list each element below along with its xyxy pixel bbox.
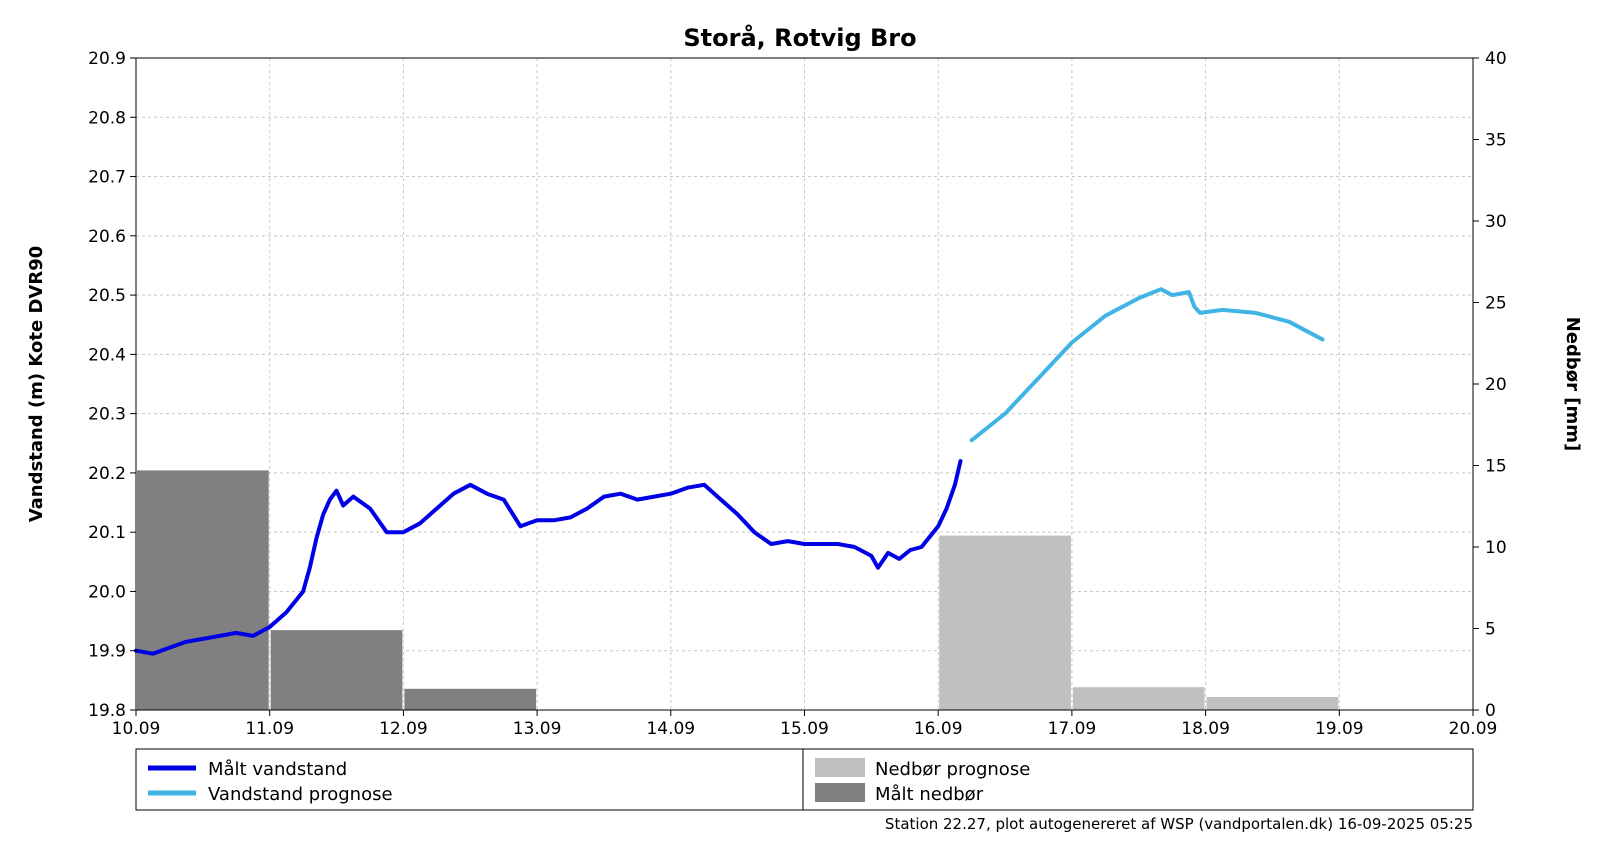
x-tick-label: 11.09 [245, 719, 294, 739]
y2-tick-label: 35 [1485, 131, 1507, 151]
y2-axis-title: Nedbør [mm] [1562, 317, 1583, 452]
y-axis-ticks: 19.8 19.9 20.0 20.1 20.2 20.3 20.4 20.5 20.6 20.7… [88, 49, 136, 721]
grid-lines [136, 58, 1473, 710]
x-tick-label: 18.09 [1181, 719, 1230, 739]
y2-tick-label: 20 [1485, 375, 1507, 395]
y2-tick-label: 25 [1485, 294, 1507, 314]
y2-tick-label: 30 [1485, 212, 1507, 232]
y2-axis-ticks: 0 5 10 15 20 25 30 35 40 [1473, 49, 1507, 721]
legend-label-maalt-nedboer: Målt nedbør [875, 784, 984, 805]
precip-bar [404, 688, 537, 710]
x-tick-label: 20.09 [1449, 719, 1498, 739]
x-axis-ticks: 10.09 11.09 12.09 13.09 14.09 15.09 16.09 17.09… [112, 710, 1498, 739]
y-tick-label: 19.8 [88, 701, 126, 721]
y2-tick-label: 5 [1485, 620, 1496, 640]
series-line [969, 287, 1325, 443]
x-tick-label: 13.09 [513, 719, 562, 739]
x-tick-label: 12.09 [379, 719, 428, 739]
y-tick-label: 20.1 [88, 523, 126, 543]
precip-bar [939, 535, 1071, 710]
precip-bar [1206, 696, 1339, 710]
legend-label-vandstand-prognose: Vandstand prognose [208, 784, 393, 805]
precip-bar [137, 470, 269, 710]
legend-box [135, 748, 1474, 811]
water-level-lines [134, 287, 1325, 656]
x-tick-label: 15.09 [780, 719, 829, 739]
y2-tick-label: 10 [1485, 538, 1507, 558]
y-tick-label: 20.3 [88, 405, 126, 425]
series-line [134, 459, 963, 656]
footer-credit: Station 22.27, plot autogenereret af WSP… [885, 815, 1473, 833]
legend: Målt vandstand Vandstand prognose Nedbør… [135, 748, 1474, 811]
legend-swatch-nedboer-prognose [815, 758, 865, 777]
y-tick-label: 19.9 [88, 642, 126, 662]
y-tick-label: 20.5 [88, 286, 126, 306]
y-tick-label: 20.8 [88, 108, 126, 128]
y2-tick-label: 0 [1485, 701, 1496, 721]
legend-label-maalt-vandstand: Målt vandstand [208, 759, 347, 780]
y-tick-label: 20.2 [88, 464, 126, 484]
y-axis-title: Vandstand (m) Kote DVR90 [26, 246, 47, 523]
y-tick-label: 20.7 [88, 168, 126, 188]
precipitation-bars [137, 470, 1339, 710]
y2-tick-label: 40 [1485, 49, 1507, 69]
y-tick-label: 20.0 [88, 582, 126, 602]
chart-title: Storå, Rotvig Bro [683, 23, 916, 52]
y-tick-label: 20.6 [88, 227, 126, 247]
legend-label-nedboer-prognose: Nedbør prognose [875, 759, 1030, 780]
x-tick-label: 17.09 [1048, 719, 1097, 739]
y2-tick-label: 15 [1485, 457, 1507, 477]
x-tick-label: 14.09 [646, 719, 695, 739]
precip-bar [1072, 687, 1205, 710]
precip-bar [270, 630, 403, 710]
x-tick-label: 19.09 [1315, 719, 1364, 739]
x-tick-label: 10.09 [112, 719, 161, 739]
legend-swatch-maalt-nedboer [815, 783, 865, 802]
y-tick-label: 20.4 [88, 345, 126, 365]
y-tick-label: 20.9 [88, 49, 126, 69]
x-tick-label: 16.09 [914, 719, 963, 739]
